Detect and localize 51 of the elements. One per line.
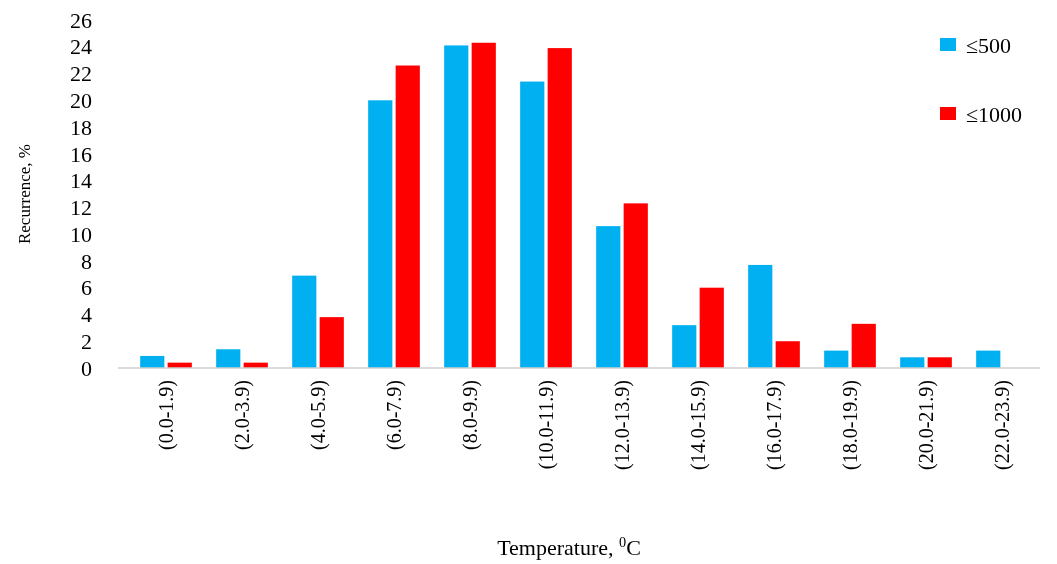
bar xyxy=(216,349,241,368)
x-tick-label: (20.0-21.9) xyxy=(915,380,938,470)
bar xyxy=(395,65,420,368)
x-axis-title: Temperature, $^{0}$C xyxy=(497,534,641,560)
y-tick-label: 24 xyxy=(70,34,92,60)
bar xyxy=(748,264,773,368)
x-tick-label: (8.0-9.9) xyxy=(459,380,482,450)
y-tick-label: 4 xyxy=(81,302,92,328)
bar xyxy=(547,48,572,368)
y-tick-label: 10 xyxy=(70,221,92,247)
x-tick-label: (4.0-5.9) xyxy=(307,380,330,450)
bar xyxy=(623,203,648,368)
bar xyxy=(520,81,545,368)
bar xyxy=(140,355,165,368)
x-tick-label: (12.0-13.9) xyxy=(611,380,634,470)
x-tick-label: (10.0-11.9) xyxy=(535,380,558,470)
bar xyxy=(368,100,393,368)
bar xyxy=(976,350,1001,368)
bar xyxy=(292,275,317,368)
y-tick-label: 22 xyxy=(70,61,92,87)
bar xyxy=(471,42,496,368)
y-tick-label: 6 xyxy=(81,275,92,301)
y-tick-label: 18 xyxy=(70,114,92,140)
y-tick-label: 2 xyxy=(81,328,92,354)
x-tick-label: (6.0-7.9) xyxy=(383,380,406,450)
bar xyxy=(851,323,876,368)
legend-label: ≤1000 xyxy=(966,101,1023,127)
bar xyxy=(699,287,724,368)
bar xyxy=(900,357,925,368)
y-tick-label: 0 xyxy=(81,355,92,381)
y-axis-title: Recurrence, % xyxy=(15,143,34,245)
x-tick-label: (2.0-3.9) xyxy=(231,380,254,450)
y-tick-label: 8 xyxy=(81,248,92,274)
bar xyxy=(444,45,469,368)
bar xyxy=(672,325,697,368)
x-tick-label: (22.0-23.9) xyxy=(991,380,1014,470)
x-tick-label: (14.0-15.9) xyxy=(687,380,710,470)
bar xyxy=(927,357,952,368)
y-tick-label: 20 xyxy=(70,88,92,114)
x-tick-label: (18.0-19.9) xyxy=(839,380,862,470)
y-tick-label: 16 xyxy=(70,141,92,167)
bar xyxy=(319,317,344,368)
bar xyxy=(596,226,621,368)
bar xyxy=(824,350,849,368)
y-tick-label: 12 xyxy=(70,195,92,221)
y-tick-label: 26 xyxy=(70,7,92,33)
x-tick-label: (16.0-17.9) xyxy=(763,380,786,470)
legend-label: ≤500 xyxy=(966,32,1012,58)
y-tick-label: 14 xyxy=(70,168,92,194)
bar xyxy=(775,341,800,368)
x-tick-label: (0.0-1.9) xyxy=(155,380,178,450)
